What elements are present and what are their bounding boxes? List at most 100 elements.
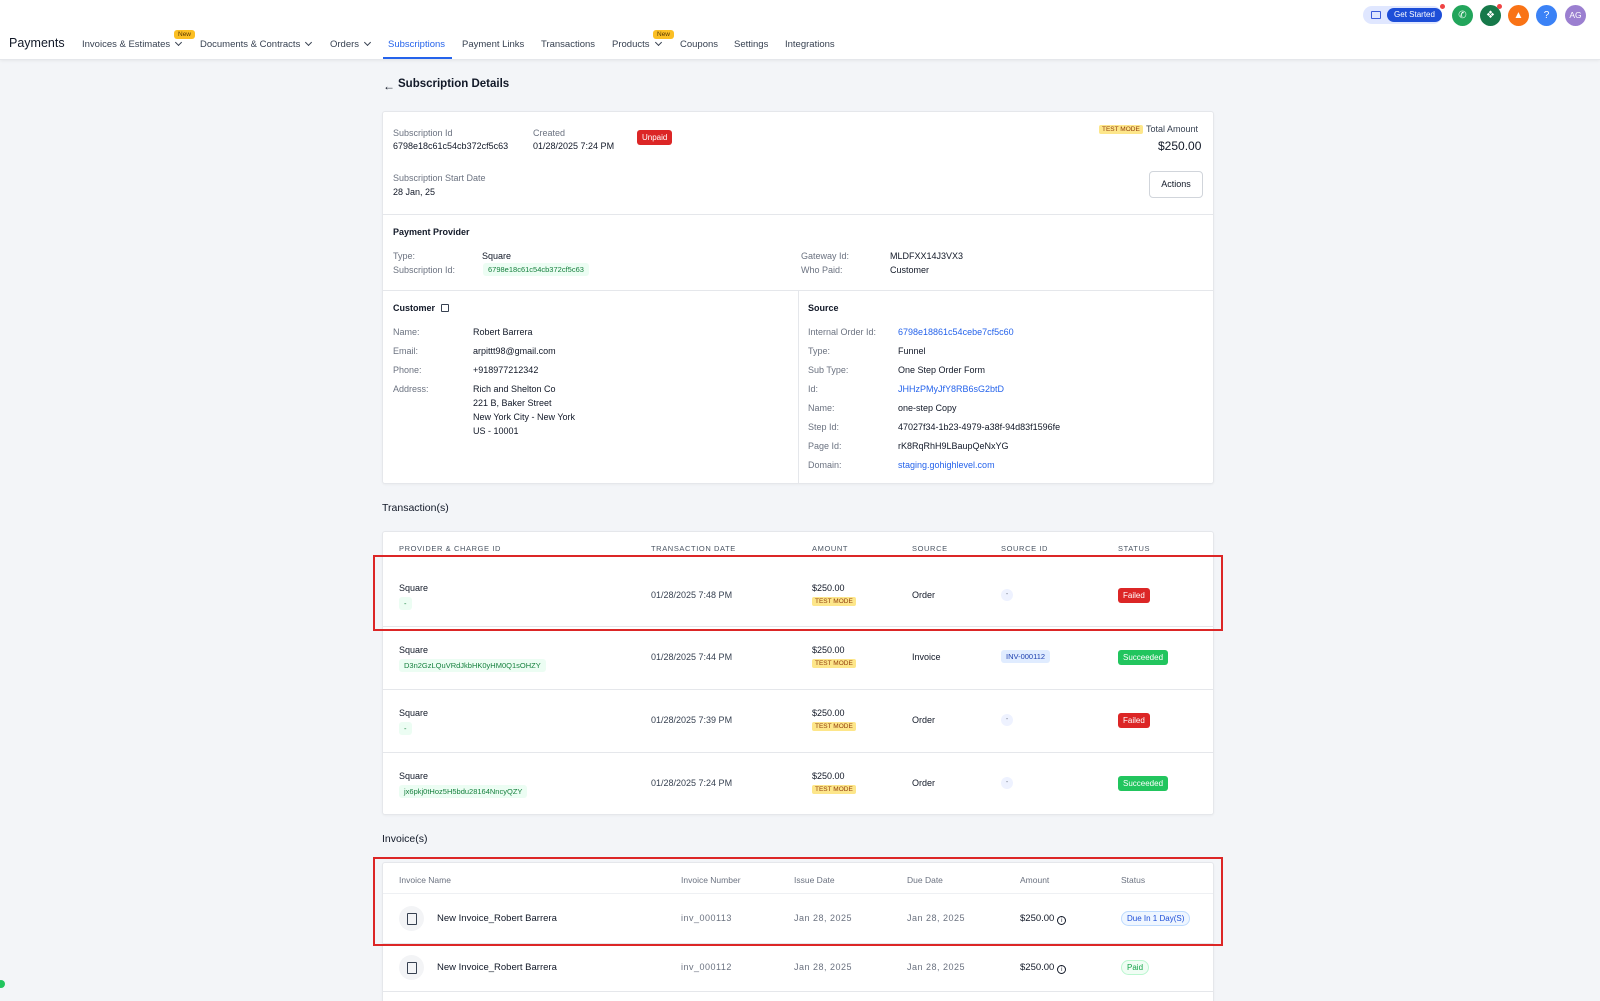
source-id[interactable]: INV-000112 [1001, 650, 1051, 663]
info-icon[interactable]: i [1057, 916, 1067, 925]
due-date: Jan 28, 2025 [907, 962, 966, 972]
nav-products[interactable]: Products [612, 38, 662, 50]
charge-id: jx6pkj0tHoz5H5bdu28164NncyQZY [399, 785, 528, 798]
column-header: Status [1121, 875, 1146, 885]
divider [383, 893, 1213, 894]
source-subtype-value: One Step Order Form [898, 365, 986, 375]
nav-orders[interactable]: Orders [330, 38, 372, 50]
arrow-left-icon[interactable]: ← [383, 79, 395, 93]
status-badge: Failed [1118, 713, 1150, 728]
document-icon [399, 906, 424, 931]
provider-type-label: Type: [393, 251, 416, 261]
nav-documents-contracts[interactable]: Documents & Contracts [200, 38, 313, 50]
domain-label: Domain: [808, 460, 842, 470]
nav-transactions[interactable]: Transactions [541, 39, 596, 50]
column-header: AMOUNT [812, 544, 849, 553]
total-amount-value: $250.00 [1158, 139, 1202, 153]
invoices-title: Invoice(s) [382, 833, 428, 845]
transactions-table: PROVIDER & CHARGE ID TRANSACTION DATE AM… [382, 531, 1214, 815]
domain-link[interactable]: staging.gohighlevel.com [898, 460, 995, 470]
source-type-value: Funnel [898, 346, 926, 356]
invoice-number: inv_000112 [681, 962, 732, 972]
status-badge: Succeeded [1118, 776, 1169, 791]
source: Order [912, 778, 936, 788]
phone-icon[interactable]: ✆ [1452, 5, 1473, 26]
status-indicator-dot [0, 980, 5, 988]
test-mode-badge: TEST MODE [1099, 125, 1143, 134]
customer-email-value: arpittt98@gmail.com [473, 346, 556, 356]
column-header: Invoice Name [399, 875, 451, 885]
nav-settings[interactable]: Settings [734, 39, 769, 50]
who-paid-value: Customer [890, 265, 930, 275]
actions-button[interactable]: Actions [1149, 171, 1203, 198]
customer-name-value: Robert Barrera [473, 327, 533, 337]
customer-title: Customer [393, 303, 450, 313]
avatar[interactable]: AG [1565, 5, 1586, 26]
charge-id: - [399, 722, 412, 735]
notification-dot [1440, 4, 1445, 9]
address-line: 221 B, Baker Street [473, 398, 552, 408]
column-header: Invoice Number [681, 875, 741, 885]
notification-dot [1497, 4, 1502, 9]
invoices-table: Invoice Name Invoice Number Issue Date D… [382, 862, 1214, 1001]
status-badge: Unpaid [637, 130, 673, 145]
page-title: Subscription Details [398, 78, 510, 90]
nav-subscriptions[interactable]: Subscriptions [388, 39, 446, 50]
divider [383, 214, 1213, 215]
get-started-button[interactable]: Get Started [1387, 8, 1442, 22]
customer-phone-label: Phone: [393, 365, 422, 375]
customer-name-label: Name: [393, 327, 420, 337]
column-header: Issue Date [794, 875, 835, 885]
megaphone-icon[interactable]: ❖ [1480, 5, 1501, 26]
provider-sub-id-label: Subscription Id: [393, 265, 456, 275]
invoice-name[interactable]: New Invoice_Robert Barrera [437, 913, 557, 924]
address-line: Rich and Shelton Co [473, 384, 556, 394]
transaction-date: 01/28/2025 7:39 PM [651, 715, 733, 725]
amount: $250.00 [812, 645, 845, 655]
status-badge: Paid [1121, 960, 1150, 975]
source-type-label: Type: [808, 346, 831, 356]
provider-name: Square [399, 771, 429, 781]
provider-name: Square [399, 583, 429, 593]
help-icon[interactable]: ? [1536, 5, 1557, 26]
provider-name: Square [399, 708, 429, 718]
created-value: 01/28/2025 7:24 PM [533, 141, 615, 151]
highlight-box [373, 857, 1223, 946]
chevron-down-icon [305, 38, 313, 47]
payment-provider-title: Payment Provider [393, 227, 470, 237]
issue-date: Jan 28, 2025 [794, 913, 853, 923]
source-id: - [1001, 589, 1013, 601]
nav-invoices-estimates[interactable]: Invoices & Estimates [82, 38, 183, 50]
amount: $250.00 [812, 771, 845, 781]
nav-payment-links[interactable]: Payment Links [462, 39, 525, 50]
divider [383, 626, 1213, 627]
gateway-id-value: MLDFXX14J3VX3 [890, 251, 964, 261]
who-paid-label: Who Paid: [801, 265, 843, 275]
step-id-value: 47027f34-1b23-4979-a38f-94d83f1596fe [898, 422, 1061, 432]
nav-coupons[interactable]: Coupons [680, 39, 719, 50]
bell-icon[interactable]: ▲ [1508, 5, 1529, 26]
column-header: Due Date [907, 875, 943, 885]
invoice-number: inv_000113 [681, 913, 732, 923]
total-amount-label: Total Amount [1146, 124, 1199, 134]
divider [383, 689, 1213, 690]
due-date: Jan 28, 2025 [907, 913, 966, 923]
external-link-icon[interactable] [441, 304, 450, 312]
source-id: - [1001, 777, 1013, 789]
status-badge: Due In 1 Day(S) [1121, 911, 1191, 926]
internal-order-id-label: Internal Order Id: [808, 327, 877, 337]
page-id-value: rK8RqRhH9LBaupQeNxYG [898, 441, 1009, 451]
info-icon[interactable]: i [1057, 965, 1067, 974]
source-id-link[interactable]: JHHzPMyJfY8RB6sG2btD [898, 384, 1005, 394]
nav-integrations[interactable]: Integrations [785, 39, 835, 50]
transaction-date: 01/28/2025 7:44 PM [651, 652, 733, 662]
created-label: Created [533, 128, 566, 138]
amount: $250.00 [812, 708, 845, 718]
source: Order [912, 590, 936, 600]
address-line: New York City - New York [473, 412, 576, 422]
amount: $250.00 [812, 583, 845, 593]
internal-order-id-link[interactable]: 6798e18861c54cebe7cf5c60 [898, 327, 1014, 337]
column-header: Amount [1020, 875, 1050, 885]
source: Order [912, 715, 936, 725]
invoice-name[interactable]: New Invoice_Robert Barrera [437, 962, 557, 973]
